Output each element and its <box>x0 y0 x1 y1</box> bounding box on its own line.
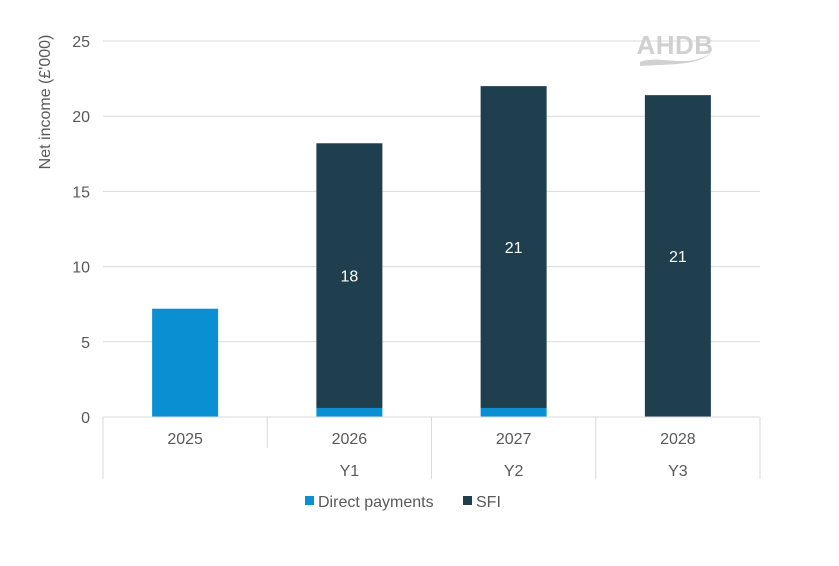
legend-label-direct-payments: Direct payments <box>318 494 434 511</box>
y-axis-title: Net income (£'000) <box>37 35 54 170</box>
bar-direct-payments-2027 <box>480 407 547 417</box>
x-sublabel-Y3: Y3 <box>668 463 688 480</box>
y-tick-label: 5 <box>81 335 90 352</box>
legend-swatch-sfi <box>463 496 472 505</box>
legend-swatch-direct-payments <box>305 496 314 505</box>
data-labels: 18 21 21 <box>340 240 686 286</box>
legend: Direct payments SFI <box>305 494 501 511</box>
x-tick-label-2027: 2027 <box>496 431 532 448</box>
data-label-2026: 18 <box>340 269 358 286</box>
legend-label-sfi: SFI <box>476 494 501 511</box>
y-tick-label: 25 <box>72 34 90 51</box>
bars <box>152 86 711 418</box>
y-tick-label: 15 <box>72 184 90 201</box>
x-tick-label-2028: 2028 <box>660 431 696 448</box>
y-tick-label: 0 <box>81 410 90 427</box>
x-sublabel-Y2: Y2 <box>504 463 524 480</box>
bar-direct-payments-2026 <box>316 407 383 417</box>
ahdb-logo-text: AHDB <box>636 30 713 60</box>
x-sublabel-Y1: Y1 <box>340 463 360 480</box>
data-label-2028: 21 <box>669 249 687 266</box>
ahdb-logo: AHDB <box>636 30 713 66</box>
data-label-2027: 21 <box>505 240 523 257</box>
x-tick-label-2025: 2025 <box>167 431 203 448</box>
bar-sfi-2027 <box>480 86 547 408</box>
ahdb-logo-icon <box>640 52 712 66</box>
x-tick-label-2026: 2026 <box>332 431 368 448</box>
bar-sfi-2026 <box>316 143 383 408</box>
y-tick-label: 20 <box>72 109 90 126</box>
bar-direct-payments-2025 <box>152 308 219 417</box>
bar-sfi-2028 <box>644 95 711 418</box>
y-tick-label: 10 <box>72 260 90 277</box>
